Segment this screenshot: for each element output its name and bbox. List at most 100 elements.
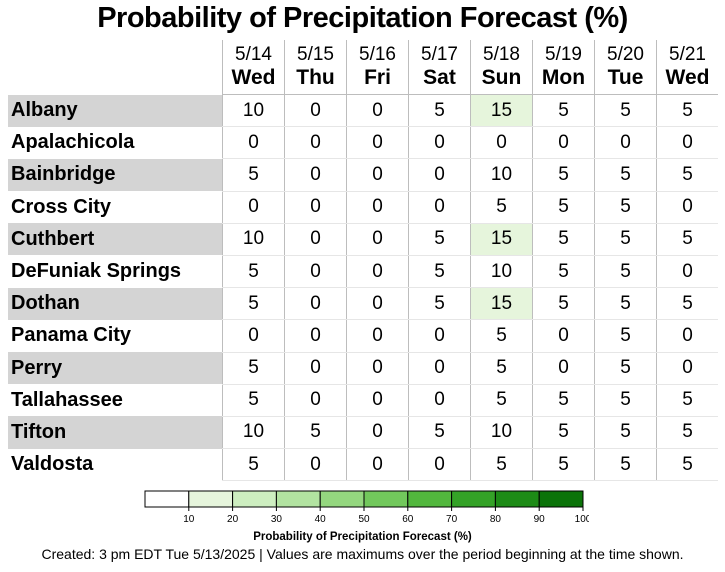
pop-value-cell: 5 [408, 94, 471, 128]
pop-value-cell: 5 [594, 384, 657, 417]
legend-swatch [275, 490, 321, 508]
pop-value-cell: 5 [222, 255, 285, 289]
legend-swatch [232, 490, 277, 508]
pop-value-cell: 0 [408, 158, 471, 192]
location-name: Cross City [11, 195, 112, 218]
column-date: 5/14 [222, 40, 285, 66]
pop-value-cell: 0 [656, 352, 718, 385]
pop-value-cell: 0 [346, 126, 409, 160]
pop-value-cell: 10 [222, 416, 285, 450]
pop-value-cell: 5 [408, 416, 471, 450]
pop-value-cell: 0 [284, 448, 347, 482]
column-date: 5/21 [656, 40, 718, 66]
pop-value-cell: 5 [594, 319, 657, 353]
footer-note: Created: 3 pm EDT Tue 5/13/2025 | Values… [41, 546, 684, 562]
column-date: 5/17 [408, 40, 471, 66]
location-name: Cuthbert [8, 223, 223, 256]
pop-value-cell: 5 [532, 255, 595, 289]
header-days-row: Wed Thu Fri Sat Sun Mon Tue Wed [8, 66, 718, 95]
pop-value-cell: 0 [408, 384, 471, 417]
pop-value-cell: 5 [594, 352, 657, 385]
pop-value-cell: 0 [594, 126, 657, 160]
table-row: Dothan 5 0 0 5 15 5 5 5 [8, 287, 718, 321]
pop-value-cell: 5 [222, 448, 285, 482]
pop-value-cell: 5 [594, 94, 657, 128]
pop-value-cell: 5 [532, 158, 595, 192]
legend-tick-label: 20 [227, 514, 239, 525]
location-name: Apalachicola [11, 131, 135, 154]
location-name: Bainbridge [8, 158, 223, 192]
pop-value-cell: 0 [408, 352, 471, 385]
legend-tick-label: 100 [575, 514, 589, 525]
pop-value-cell: 10 [470, 255, 533, 289]
table-row: DeFuniak Springs 5 0 0 5 10 5 5 0 [8, 255, 718, 289]
pop-value-cell: 15 [470, 94, 533, 128]
pop-value-cell: 0 [408, 126, 471, 160]
pop-value-cell: 0 [284, 287, 347, 321]
column-day: Wed [656, 66, 718, 95]
pop-value-cell: 5 [656, 223, 718, 256]
pop-value-cell: 0 [346, 352, 409, 385]
pop-value-cell: 5 [656, 416, 718, 450]
legend-tick-label: 70 [446, 514, 458, 525]
pop-value-cell: 5 [470, 448, 533, 482]
pop-value-cell: 5 [656, 158, 718, 192]
pop-value-cell: 5 [532, 384, 595, 417]
table-row: Albany 10 0 0 5 15 5 5 5 [8, 94, 718, 128]
location-name: Valdosta [11, 453, 94, 476]
pop-value-cell: 0 [470, 126, 533, 160]
legend-swatch [363, 490, 409, 508]
location-name: Perry [8, 352, 223, 385]
color-scale-legend: 10 20 30 40 50 60 70 80 90 100 [144, 490, 589, 525]
pop-value-cell: 5 [222, 384, 285, 417]
pop-value-cell: 15 [470, 287, 533, 321]
pop-value-cell: 5 [594, 158, 657, 192]
pop-value-cell: 0 [222, 191, 285, 224]
pop-value-cell: 5 [656, 287, 718, 321]
pop-value-cell: 5 [284, 416, 347, 450]
pop-value-cell: 10 [470, 416, 533, 450]
table-row: Tallahassee 5 0 0 0 5 5 5 5 [8, 384, 718, 417]
table-row: Panama City 0 0 0 0 5 0 5 0 [8, 319, 718, 353]
column-day: Wed [222, 66, 285, 95]
location-name: Tallahassee [11, 388, 123, 411]
legend-swatch [144, 490, 190, 508]
pop-value-cell: 5 [532, 191, 595, 224]
location-name: Tifton [8, 416, 223, 449]
table-row: Apalachicola 0 0 0 0 0 0 0 0 [8, 126, 718, 160]
legend-swatch [538, 490, 584, 508]
legend-label: Probability of Precipitation Forecast (%… [253, 531, 472, 543]
pop-value-cell: 0 [284, 352, 347, 385]
pop-value-cell: 0 [346, 384, 409, 417]
pop-value-cell: 10 [222, 223, 285, 256]
pop-value-cell: 0 [408, 191, 471, 224]
pop-value-cell: 5 [532, 448, 595, 482]
pop-value-cell: 0 [346, 94, 409, 128]
table-row: Tifton 10 5 0 5 10 5 5 5 [8, 416, 718, 450]
pop-value-cell: 5 [656, 448, 718, 482]
header-dates-row: 5/14 5/15 5/16 5/17 5/18 5/19 5/20 5/21 [8, 40, 718, 66]
pop-value-cell: 0 [532, 319, 595, 353]
column-date: 5/20 [594, 40, 657, 66]
pop-value-cell: 0 [408, 319, 471, 353]
pop-value-cell: 5 [594, 448, 657, 482]
legend-swatch [188, 490, 234, 508]
legend-swatch [407, 490, 453, 508]
pop-value-cell: 5 [532, 416, 595, 450]
pop-value-cell: 0 [284, 94, 347, 128]
pop-value-cell: 0 [346, 255, 409, 289]
pop-value-cell: 0 [222, 126, 285, 160]
legend-tick-label: 60 [402, 514, 414, 525]
pop-value-cell: 0 [346, 223, 409, 256]
location-name: Albany [8, 94, 223, 127]
pop-value-cell: 5 [470, 319, 533, 353]
legend-tick-label: 80 [490, 514, 502, 525]
legend-tick-label: 10 [183, 514, 195, 525]
column-day: Fri [346, 66, 409, 95]
pop-value-cell: 0 [284, 126, 347, 160]
pop-value-cell: 0 [532, 126, 595, 160]
pop-value-cell: 0 [284, 158, 347, 192]
pop-value-cell: 0 [346, 287, 409, 321]
pop-value-cell: 0 [346, 448, 409, 482]
pop-value-cell: 5 [532, 287, 595, 321]
